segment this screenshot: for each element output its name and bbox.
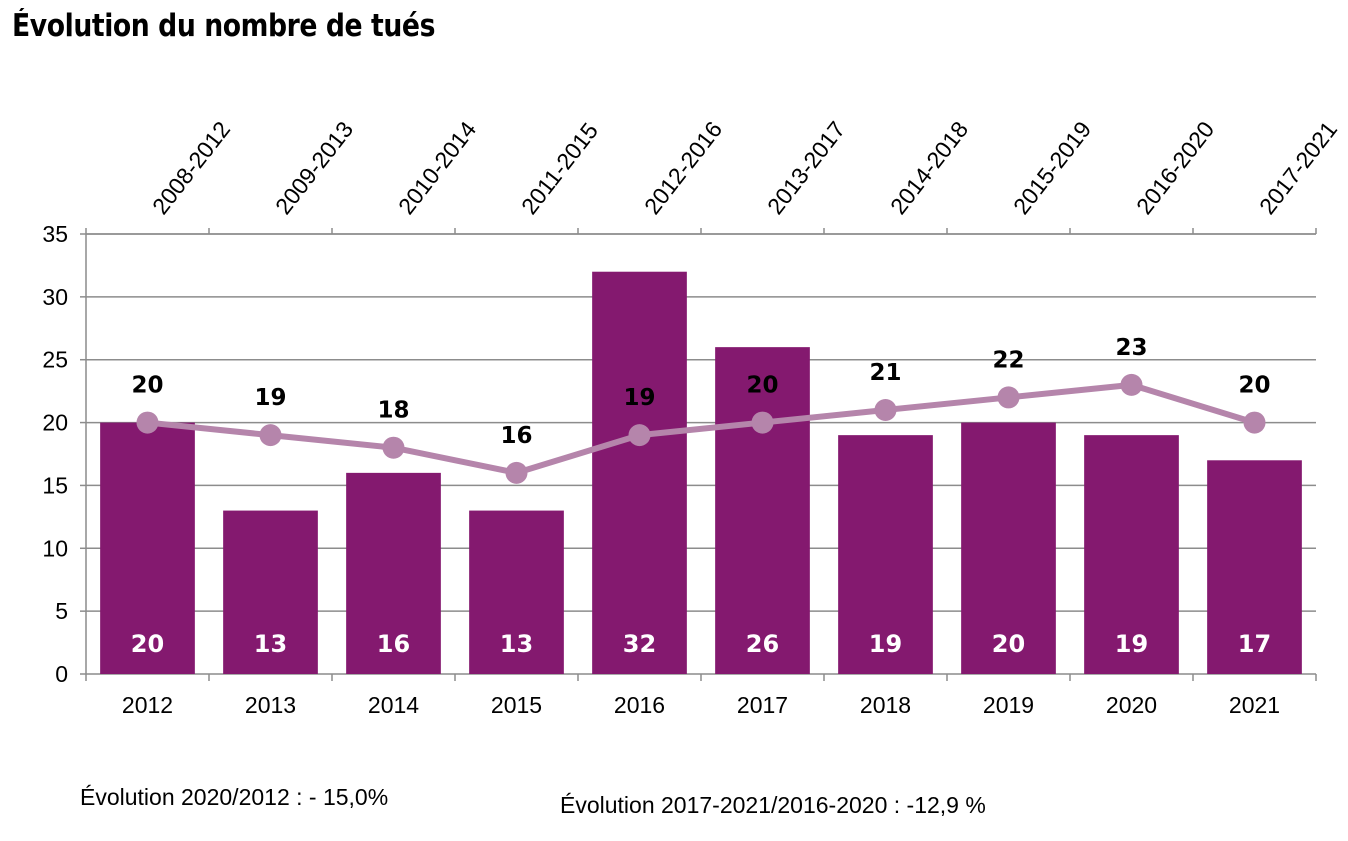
line-point [1243,411,1266,434]
line-point [505,461,528,484]
line-point [382,436,405,459]
x-tick-label: 2020 [1106,692,1157,718]
x-tick-label: 2012 [122,692,173,718]
chart-title: Évolution du nombre de tués [12,8,436,44]
bar-value-label: 13 [254,630,287,658]
x-tick-label: 2019 [983,692,1034,718]
secondary-x-tick-label: 2016-2020 [1131,116,1219,219]
line-point [997,386,1020,409]
x-tick-label: 2018 [860,692,911,718]
secondary-x-tick-label: 2012-2016 [639,116,727,219]
secondary-x-tick-label: 2013-2017 [762,116,850,219]
line-value-label: 16 [500,423,532,449]
y-tick-label: 15 [42,472,68,498]
line-series [136,373,1266,484]
line-value-label: 20 [131,373,163,399]
x-tick-label: 2017 [737,692,788,718]
line-point [874,399,897,421]
line-point [751,411,774,434]
y-tick-label: 20 [42,410,68,436]
x-tick-label: 2021 [1229,692,1280,718]
evolution-note-annual: Évolution 2020/2012 : - 15,0% [80,784,389,810]
line-point [136,411,159,434]
bar [469,510,564,674]
line-point [259,424,282,447]
bar [838,435,933,674]
bar-value-label: 19 [1115,630,1148,658]
line-value-label: 20 [746,373,778,399]
bar-value-label: 16 [377,630,410,658]
line-value-label: 18 [377,398,409,424]
bar [1084,435,1179,674]
secondary-x-tick-label: 2015-2019 [1008,116,1096,219]
line-value-label: 19 [254,385,286,411]
line-point [628,424,651,447]
secondary-x-tick-label: 2011-2015 [516,118,603,219]
secondary-x-tick-label: 2009-2013 [270,116,358,219]
secondary-x-tick-label: 2017-2021 [1254,116,1342,219]
secondary-x-tick-label: 2014-2018 [885,116,973,219]
y-tick-label: 35 [42,221,68,247]
y-tick-label: 5 [55,598,68,624]
bar [100,422,195,674]
x-tick-label: 2016 [614,692,665,718]
line-path [147,381,1256,476]
x-tick-label: 2013 [245,692,296,718]
line-point [1120,373,1143,396]
bar [1207,460,1302,674]
bar-value-label: 26 [746,630,779,658]
bar [592,271,687,674]
line-value-label: 22 [992,347,1024,373]
bar-value-label: 20 [992,630,1025,658]
y-tick-label: 25 [42,347,68,373]
secondary-x-tick-label: 2008-2012 [147,116,235,219]
line-value-label: 19 [623,385,655,411]
secondary-x-tick-label: 2010-2014 [393,116,481,219]
y-tick-label: 30 [42,284,68,310]
bar-value-label: 19 [869,630,902,658]
bar-series [100,271,1302,674]
bar [223,510,318,674]
line-value-label: 20 [1238,373,1270,399]
x-tick-label: 2015 [491,692,542,718]
line-value-label: 23 [1115,335,1147,361]
bar [346,472,441,674]
y-tick-label: 0 [55,661,68,687]
evolution-note-rolling: Évolution 2017-2021/2016-2020 : -12,9 % [560,792,986,818]
x-tick-label: 2014 [368,692,419,718]
bar-value-label: 20 [131,630,164,658]
y-tick-label: 10 [42,535,68,561]
bar-value-label: 17 [1238,630,1271,658]
bar [715,347,810,674]
line-value-label: 21 [869,360,901,386]
bar-value-label: 32 [623,630,656,658]
bar-value-label: 13 [500,630,533,658]
bar [961,422,1056,674]
